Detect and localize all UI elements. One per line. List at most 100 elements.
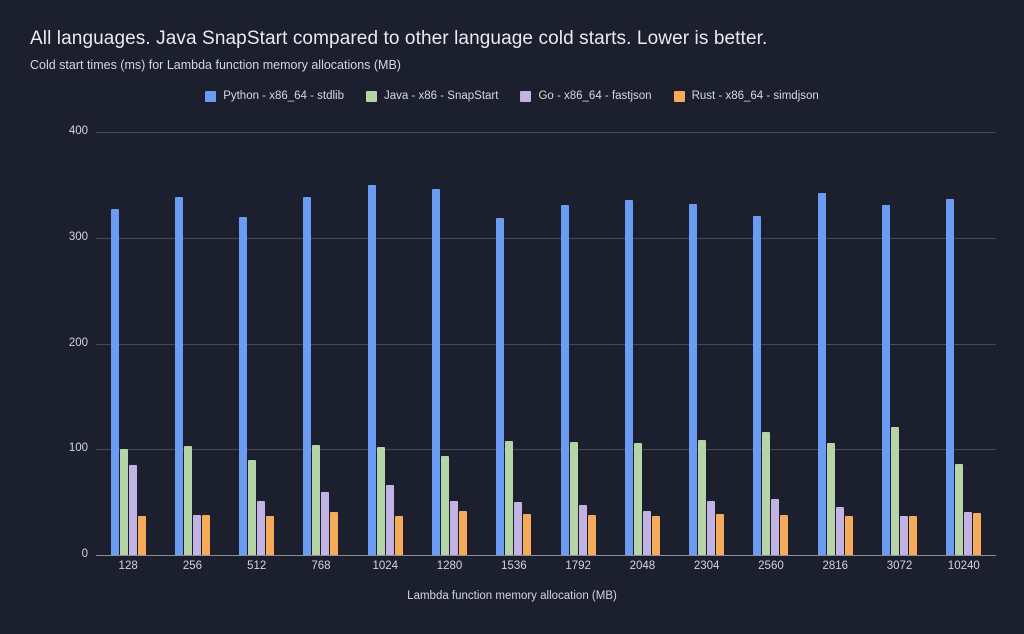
gridline — [96, 237, 996, 239]
x-tick-label: 2048 — [629, 560, 656, 572]
bar[interactable] — [330, 511, 339, 555]
bar[interactable] — [587, 514, 596, 555]
bar-groups — [96, 132, 996, 555]
bar-group — [225, 132, 289, 555]
y-tick-label: 200 — [68, 336, 88, 349]
bar-group — [482, 132, 546, 555]
x-axis-ticks: 128 256 512 768 1024 1280 1536 1792 2048 2304 2560… — [96, 560, 996, 572]
bar-group — [546, 132, 610, 555]
x-tick-label: 1536 — [501, 560, 527, 572]
bar[interactable] — [394, 515, 403, 555]
bar[interactable] — [882, 204, 891, 555]
bar[interactable] — [321, 491, 330, 555]
chart-subtitle: Cold start times (ms) for Lambda functio… — [30, 58, 401, 72]
bar[interactable] — [376, 447, 385, 555]
bar[interactable] — [266, 515, 275, 555]
bar[interactable] — [771, 498, 780, 555]
bar[interactable] — [624, 199, 633, 555]
legend-item[interactable]: Python - x86_64 - stdlib — [205, 90, 344, 102]
x-tick-label: 2304 — [693, 560, 720, 572]
bar[interactable] — [844, 515, 853, 555]
bar[interactable] — [780, 514, 789, 555]
x-tick-label: 1792 — [565, 560, 591, 572]
legend-label: Python - x86_64 - stdlib — [223, 90, 345, 102]
bar-group — [96, 132, 160, 555]
y-tick-label: 100 — [68, 442, 88, 455]
bar[interactable] — [257, 501, 266, 555]
x-tick-label: 2816 — [822, 560, 849, 572]
bar-group — [160, 132, 224, 555]
bar[interactable] — [441, 455, 450, 555]
bar[interactable] — [239, 216, 248, 555]
bar[interactable] — [633, 442, 642, 555]
bar[interactable] — [496, 217, 505, 555]
bar[interactable] — [432, 189, 441, 555]
bar[interactable] — [762, 432, 771, 555]
x-tick-label: 3072 — [886, 560, 913, 572]
y-axis-ticks: 0 100 200 300 400 — [48, 125, 88, 560]
x-tick-label: 1024 — [372, 560, 399, 572]
x-tick-label: 768 — [311, 560, 331, 572]
bar[interactable] — [578, 505, 587, 555]
bar[interactable] — [826, 442, 835, 555]
bar[interactable] — [891, 427, 900, 555]
legend-label: Go - x86_64 - fastjson — [538, 90, 652, 102]
legend-item[interactable]: Rust - x86_64 - simdjson — [673, 90, 819, 102]
bar-group — [932, 132, 996, 555]
bar[interactable] — [505, 440, 514, 555]
bar[interactable] — [707, 501, 716, 555]
bar-group — [417, 132, 481, 555]
gridline — [96, 449, 996, 451]
bar[interactable] — [110, 209, 119, 555]
bar[interactable] — [201, 514, 210, 555]
chart-title: All languages. Java SnapStart compared t… — [30, 28, 768, 49]
bar[interactable] — [946, 198, 955, 555]
bar[interactable] — [973, 512, 982, 555]
y-tick-label: 400 — [68, 125, 88, 137]
bar[interactable] — [367, 184, 376, 555]
bar[interactable] — [183, 446, 192, 555]
gridline — [96, 343, 996, 345]
x-tick-label: 10240 — [947, 560, 980, 572]
bar[interactable] — [753, 215, 762, 555]
bar[interactable] — [450, 501, 459, 555]
bar[interactable] — [964, 511, 973, 555]
bar[interactable] — [955, 464, 964, 555]
chart-legend: Python - x86_64 - stdlib Java - x86 - Sna… — [0, 90, 1024, 102]
legend-item[interactable]: Java - x86 - SnapStart — [366, 90, 498, 102]
bar[interactable] — [817, 193, 826, 555]
bar[interactable] — [698, 439, 707, 555]
bar-group — [803, 132, 867, 555]
bar[interactable] — [303, 196, 312, 555]
bar-group — [739, 132, 803, 555]
bar[interactable] — [523, 513, 532, 555]
bar[interactable] — [459, 510, 468, 555]
bar[interactable] — [689, 203, 698, 555]
bar[interactable] — [514, 502, 523, 555]
bar[interactable] — [909, 515, 918, 555]
bar[interactable] — [174, 196, 183, 555]
bar[interactable] — [128, 465, 137, 555]
bar[interactable] — [248, 459, 257, 555]
legend-swatch-icon — [673, 90, 685, 102]
x-tick-label: 128 — [118, 560, 138, 572]
bar[interactable] — [569, 441, 578, 555]
bar[interactable] — [900, 515, 909, 555]
bar[interactable] — [560, 204, 569, 555]
bar[interactable] — [835, 507, 844, 555]
bar[interactable] — [312, 445, 321, 555]
bar[interactable] — [385, 485, 394, 555]
legend-swatch-icon — [205, 90, 217, 102]
x-axis-title: Lambda function memory allocation (MB) — [407, 590, 617, 602]
x-tick-label: 256 — [182, 560, 203, 572]
bar[interactable] — [137, 515, 146, 555]
bar[interactable] — [651, 515, 660, 555]
x-tick-label: 512 — [247, 560, 267, 572]
bar[interactable] — [119, 449, 128, 555]
bar[interactable] — [642, 510, 651, 555]
bar[interactable] — [716, 513, 725, 555]
bar[interactable] — [192, 514, 201, 555]
y-tick-label: 0 — [81, 548, 88, 560]
legend-item[interactable]: Go - x86_64 - fastjson — [520, 90, 652, 102]
